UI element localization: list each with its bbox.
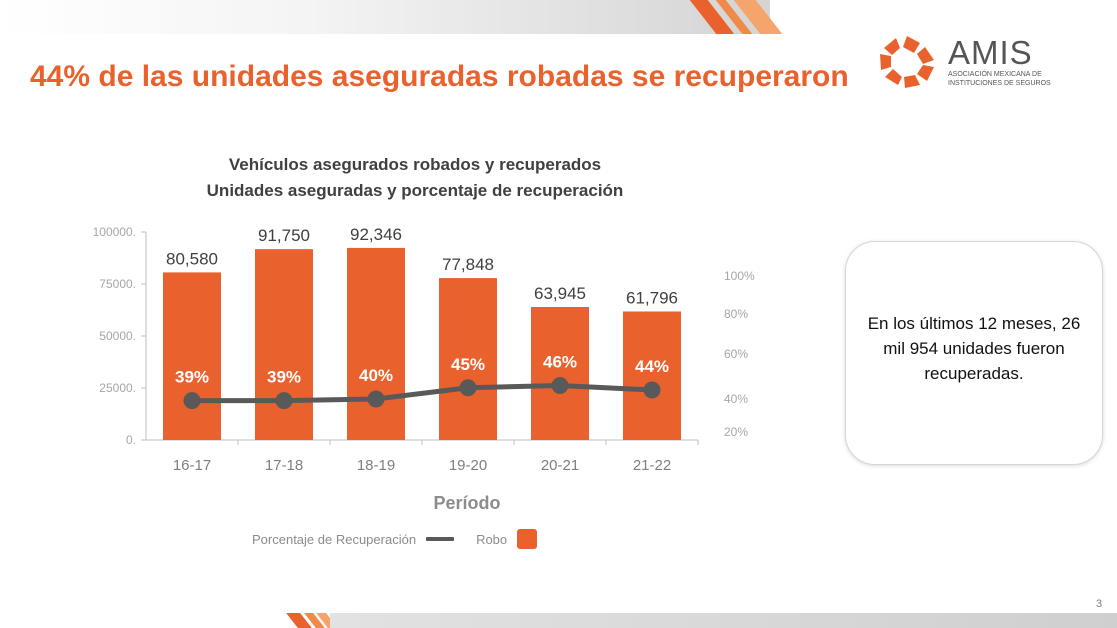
- x-axis-tick-label: 20-21: [541, 457, 579, 474]
- amis-logo: AMIS Asociación Mexicana de Institucione…: [876, 32, 1056, 92]
- recovery-point: [367, 390, 385, 408]
- y-axis-left-tick-label: 75000.: [99, 277, 136, 291]
- bar: [163, 272, 221, 440]
- legend-bar-swatch: [517, 529, 538, 549]
- callout-text: En los últimos 12 meses, 26 mil 954 unid…: [867, 313, 1081, 383]
- logo-subtitle: Asociación Mexicana de Instituciones de …: [948, 71, 1051, 87]
- bar-value-label: 92,346: [350, 225, 402, 244]
- recovery-data-label: 40%: [359, 366, 393, 385]
- y-axis-left-tick-label: 0.: [126, 433, 136, 447]
- bar: [623, 311, 681, 440]
- recovery-data-label: 39%: [267, 368, 301, 387]
- x-axis-tick-label: 21-22: [633, 457, 671, 474]
- y-axis-left-tick-label: 50000.: [99, 329, 136, 343]
- bottom-decor-band: [330, 613, 1117, 628]
- bar: [439, 278, 497, 440]
- bar-value-label: 80,580: [166, 249, 218, 268]
- bar-value-label: 63,945: [534, 284, 586, 303]
- chart-title-line-2: Unidades aseguradas y porcentaje de recu…: [206, 181, 624, 200]
- chart-title: Vehículos asegurados robados y recuperad…: [150, 152, 680, 204]
- y-axis-left-tick-label: 25000.: [99, 381, 136, 395]
- x-axis-tick-label: 19-20: [449, 457, 487, 474]
- legend-label-theft: Robo: [476, 531, 508, 547]
- recovery-data-label: 44%: [635, 357, 669, 376]
- x-axis-tick-label: 16-17: [173, 457, 211, 474]
- recovery-point: [551, 377, 569, 394]
- top-decor-band: [0, 0, 770, 34]
- x-axis-tick-label: 18-19: [357, 457, 395, 474]
- callout-box: En los últimos 12 meses, 26 mil 954 unid…: [845, 241, 1103, 465]
- bar: [347, 247, 405, 440]
- legend-label-recovery: Porcentaje de Recuperación: [252, 531, 417, 547]
- bar-value-label: 91,750: [258, 226, 310, 245]
- bar-value-label: 77,848: [442, 255, 494, 274]
- x-axis-title: Período: [433, 493, 500, 513]
- y-axis-right-tick-label: 20%: [724, 425, 748, 439]
- logo-name: AMIS: [948, 34, 1033, 71]
- legend-line-swatch: [426, 537, 455, 541]
- recovery-point: [183, 392, 201, 410]
- chart-title-line-1: Vehículos asegurados robados y recuperad…: [228, 155, 602, 174]
- page-number: 3: [1096, 598, 1103, 610]
- recovery-data-label: 46%: [543, 353, 577, 372]
- recovery-data-label: 45%: [451, 355, 485, 374]
- y-axis-right-tick-label: 60%: [724, 347, 748, 361]
- slide-headline: 44% de las unidades aseguradas robadas s…: [30, 60, 849, 93]
- y-axis-right-tick-label: 80%: [724, 307, 748, 321]
- x-axis-tick-label: 17-18: [265, 457, 303, 474]
- bar: [531, 306, 589, 440]
- recovery-point: [275, 392, 293, 410]
- y-axis-right-tick-label: 40%: [724, 392, 748, 406]
- recovery-point: [643, 381, 661, 399]
- recovery-data-label: 39%: [175, 368, 209, 387]
- bar-value-label: 61,796: [626, 288, 678, 307]
- recovery-line: [192, 383, 653, 404]
- recovery-point: [459, 379, 477, 397]
- amis-pinwheel-icon: [880, 36, 934, 88]
- chart-legend: Porcentaje de Recuperación Robo: [252, 528, 538, 550]
- y-axis-left-tick-label: 100000.: [93, 225, 136, 239]
- y-axis-right-tick-label: 100%: [724, 269, 755, 283]
- bar: [255, 249, 313, 440]
